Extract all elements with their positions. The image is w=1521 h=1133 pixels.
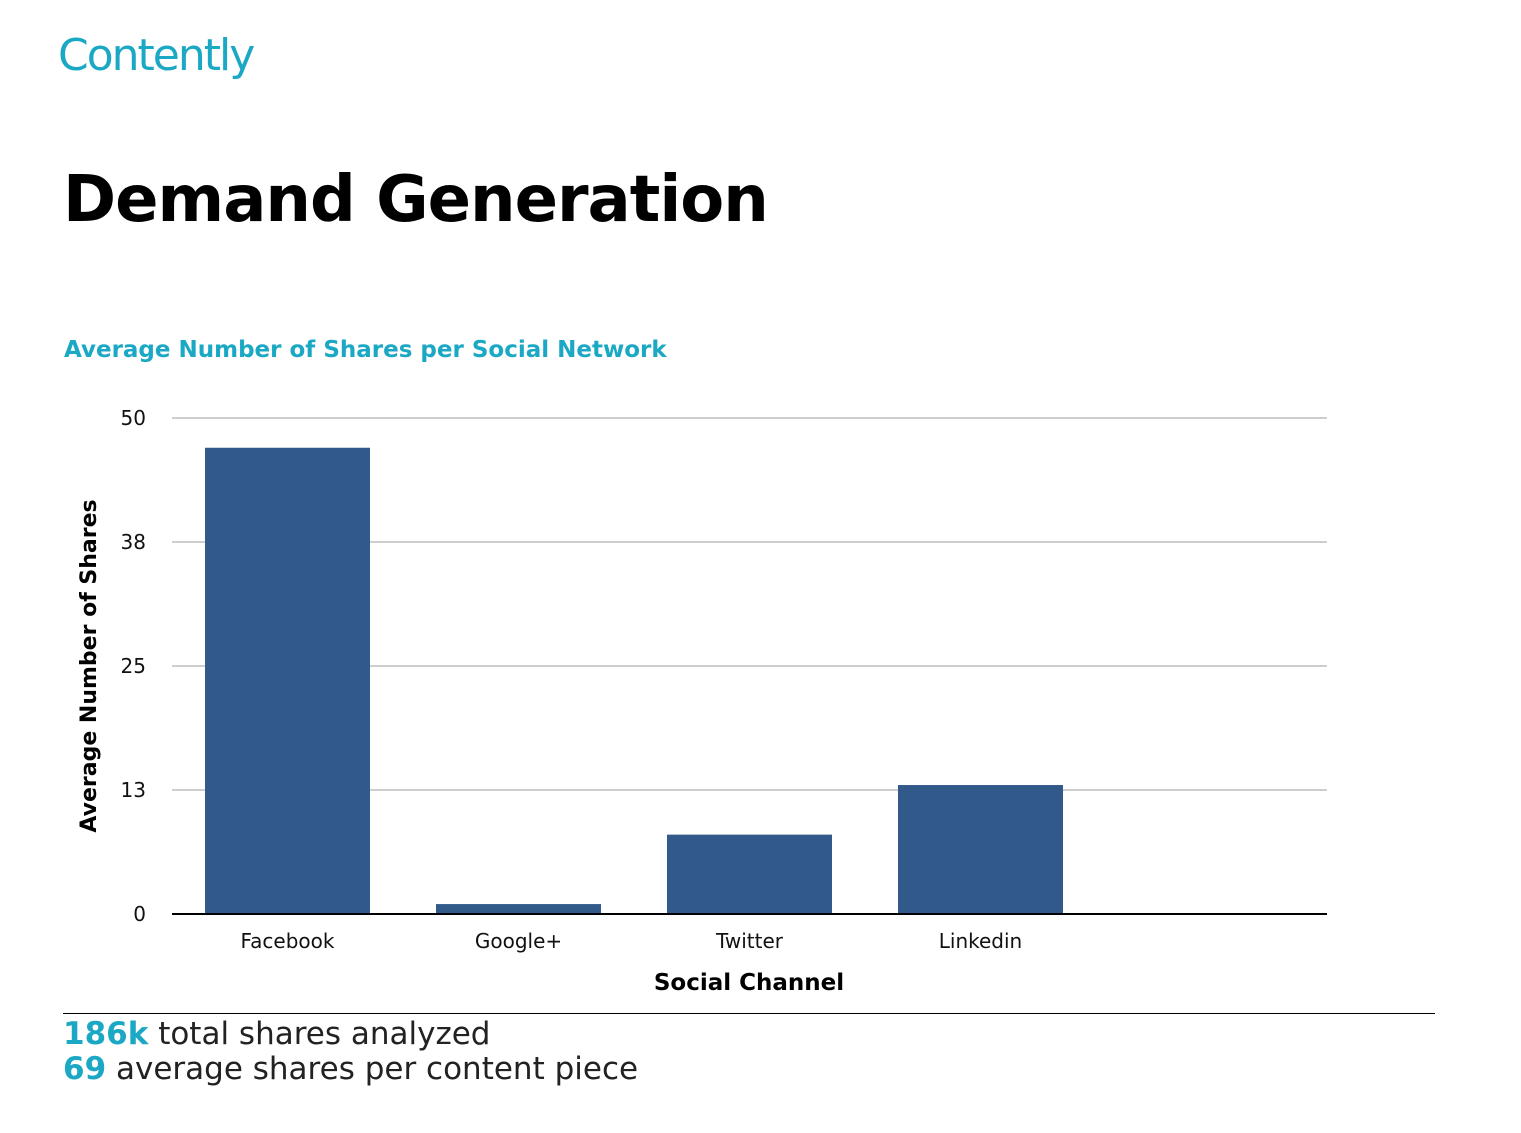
y-tick-label: 25 [121,654,146,678]
y-tick-label: 0 [133,902,146,926]
x-tick-label: Twitter [715,929,784,953]
bar-facebook [205,447,370,914]
x-tick-label: Linkedin [939,929,1022,953]
contently-logo: Contently [58,30,255,81]
bar-twitter [667,834,832,914]
stat-total-shares: 186k total shares analyzed [63,1016,490,1052]
stat-label: average shares per content piece [116,1051,639,1087]
y-tick-label: 13 [121,778,146,802]
page-title: Demand Generation [63,163,769,237]
stat-average-shares: 69 average shares per content piece [63,1051,638,1087]
x-axis-label: Social Channel [654,970,844,996]
bar-linkedin [898,785,1063,914]
divider [63,1013,1435,1014]
x-tick-label: Google+ [475,929,562,953]
y-tick-label: 50 [121,406,146,430]
bar-google [436,904,601,914]
stat-label: total shares analyzed [158,1016,491,1052]
stat-value: 186k [63,1016,149,1052]
y-axis-label: Average Number of Shares [77,499,102,832]
x-tick-label: Facebook [241,929,335,953]
stat-value: 69 [63,1051,107,1087]
y-tick-label: 38 [121,530,146,554]
chart-title: Average Number of Shares per Social Netw… [64,337,667,363]
